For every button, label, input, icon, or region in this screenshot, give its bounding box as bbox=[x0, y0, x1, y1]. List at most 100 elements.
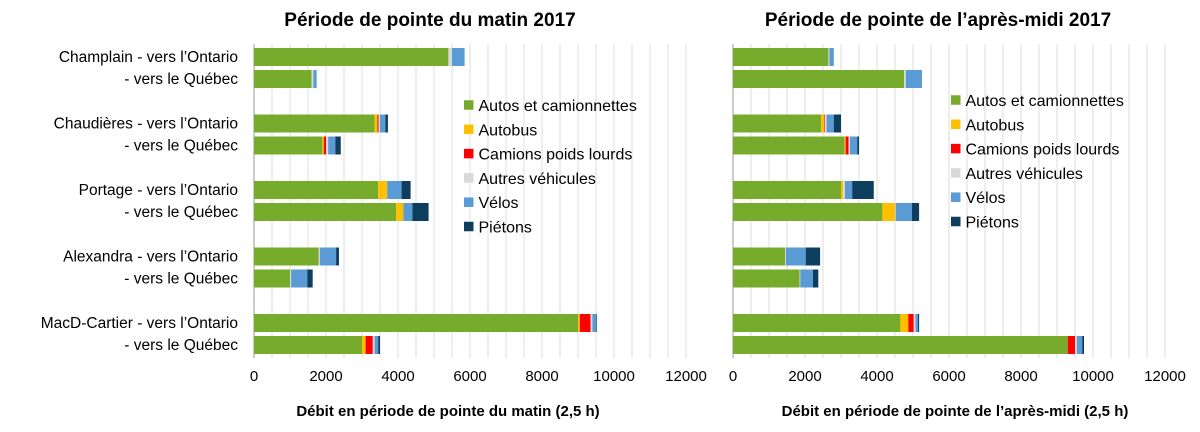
bar-segment bbox=[848, 136, 850, 155]
bars bbox=[254, 48, 597, 354]
x-tick-label: 0 bbox=[250, 368, 258, 385]
chart-panel-1: 0 2000 4000 6000 8000 10000 12000 Champlain - v… bbox=[41, 10, 707, 420]
x-tick-labels: 0 2000 4000 6000 8000 10000 12000 bbox=[729, 368, 1186, 385]
bar-segment bbox=[378, 181, 388, 199]
bar-segment bbox=[843, 181, 845, 199]
bar-segment bbox=[900, 314, 909, 332]
bar-segment bbox=[596, 314, 597, 332]
bar-segment bbox=[578, 314, 580, 332]
bar-segment bbox=[904, 70, 906, 88]
bar-segment bbox=[290, 269, 292, 288]
legend-swatch bbox=[464, 221, 474, 232]
gridlines bbox=[271, 44, 687, 358]
bar-segment bbox=[254, 181, 379, 199]
legend-swatch bbox=[464, 173, 474, 183]
bar-segment bbox=[291, 269, 308, 288]
bar-segment bbox=[372, 336, 375, 354]
bar-segment bbox=[733, 203, 883, 221]
bar-segment bbox=[452, 48, 465, 66]
bar-segment bbox=[733, 269, 800, 288]
bar-segment bbox=[844, 181, 853, 199]
bar-segment bbox=[905, 70, 922, 88]
bar-segment bbox=[336, 247, 339, 266]
legend-swatch bbox=[951, 143, 961, 154]
bar-segment bbox=[733, 114, 822, 133]
legend-label: Autobus bbox=[966, 117, 1025, 134]
x-tick-label: 6000 bbox=[932, 368, 965, 385]
legend-swatch bbox=[464, 148, 474, 159]
chart-panel-2: 0 2000 4000 6000 8000 10000 12000 Autos et cami… bbox=[729, 10, 1186, 420]
legend: Autos et camionnettes Autobus Camions poid… bbox=[464, 98, 637, 237]
bar-segment bbox=[812, 269, 819, 288]
x-tick-labels: 0 2000 4000 6000 8000 10000 12000 bbox=[250, 368, 707, 385]
legend-swatch bbox=[951, 95, 961, 105]
bar-segment bbox=[396, 203, 404, 221]
bar-segment bbox=[335, 136, 341, 155]
bar-segment bbox=[733, 48, 829, 66]
legend-swatch bbox=[464, 197, 474, 207]
bar-segment bbox=[254, 203, 397, 221]
legend-label: Camions poids lourds bbox=[966, 142, 1120, 159]
bar-segment bbox=[882, 203, 895, 221]
bar-segment bbox=[254, 48, 449, 66]
bar-segment bbox=[448, 48, 452, 66]
bar-segment bbox=[852, 181, 874, 199]
bar-segment bbox=[412, 203, 429, 221]
bar-segment bbox=[365, 336, 373, 354]
bar-segment bbox=[824, 114, 827, 133]
bar-segment bbox=[829, 48, 834, 66]
x-axis-title: Débit en période de pointe de l’après-mi… bbox=[782, 403, 1129, 420]
x-tick-label: 12000 bbox=[665, 368, 707, 385]
bar-segment bbox=[1076, 336, 1083, 354]
legend-swatch bbox=[464, 100, 474, 110]
bar-segment bbox=[845, 136, 849, 155]
legend-swatch bbox=[951, 192, 961, 202]
legend-label: Vélos bbox=[966, 190, 1006, 207]
bar-segment bbox=[326, 136, 329, 155]
category-label: MacD-Cartier - vers l’Ontario bbox=[41, 315, 238, 332]
category-label: Portage - vers l’Ontario bbox=[79, 182, 238, 199]
bar-segment bbox=[915, 314, 919, 332]
x-tick-label: 2000 bbox=[788, 368, 821, 385]
bar-segment bbox=[254, 114, 375, 133]
legend-swatch bbox=[951, 216, 961, 227]
legend-label: Piétons bbox=[966, 215, 1019, 232]
bar-segment bbox=[374, 114, 378, 133]
bar-segment bbox=[1082, 336, 1084, 354]
bar-segment bbox=[733, 314, 901, 332]
category-label: - vers le Québec bbox=[124, 271, 238, 288]
bar-segment bbox=[733, 70, 904, 88]
bar-segment bbox=[378, 336, 380, 354]
bar-segment bbox=[377, 114, 379, 133]
category-label: - vers le Québec bbox=[124, 204, 238, 221]
bar-segment bbox=[821, 114, 825, 133]
bar-segment bbox=[824, 114, 825, 133]
chart-title: Période de pointe de l’après-midi 2017 bbox=[765, 10, 1111, 31]
bar-segment bbox=[254, 314, 578, 332]
x-axis-title: Débit en période de pointe du matin (2,5… bbox=[296, 403, 599, 420]
bar-segment bbox=[805, 247, 821, 266]
bar-segment bbox=[826, 114, 834, 133]
bar-segment bbox=[857, 136, 859, 155]
bar-segment bbox=[800, 269, 813, 288]
bar-segment bbox=[918, 314, 920, 332]
legend-label: Autos et camionnettes bbox=[479, 98, 637, 115]
bar-segment bbox=[1067, 336, 1075, 354]
legend-label: Camions poids lourds bbox=[479, 147, 633, 164]
bar-segment bbox=[733, 136, 845, 155]
bar-segment bbox=[785, 247, 786, 266]
bar-segment bbox=[374, 336, 379, 354]
bar-segment bbox=[313, 70, 317, 88]
bar-segment bbox=[254, 136, 323, 155]
legend-label: Autos et camionnettes bbox=[966, 93, 1124, 110]
legend-swatch bbox=[951, 119, 961, 130]
bar-segment bbox=[733, 247, 786, 266]
x-tick-label: 4000 bbox=[381, 368, 414, 385]
bar-segment bbox=[1075, 336, 1077, 354]
x-tick-label: 2000 bbox=[309, 368, 342, 385]
legend-swatch bbox=[464, 124, 474, 135]
x-tick-label: 12000 bbox=[1144, 368, 1186, 385]
bar-segment bbox=[401, 181, 411, 199]
legend-swatch bbox=[951, 168, 961, 178]
